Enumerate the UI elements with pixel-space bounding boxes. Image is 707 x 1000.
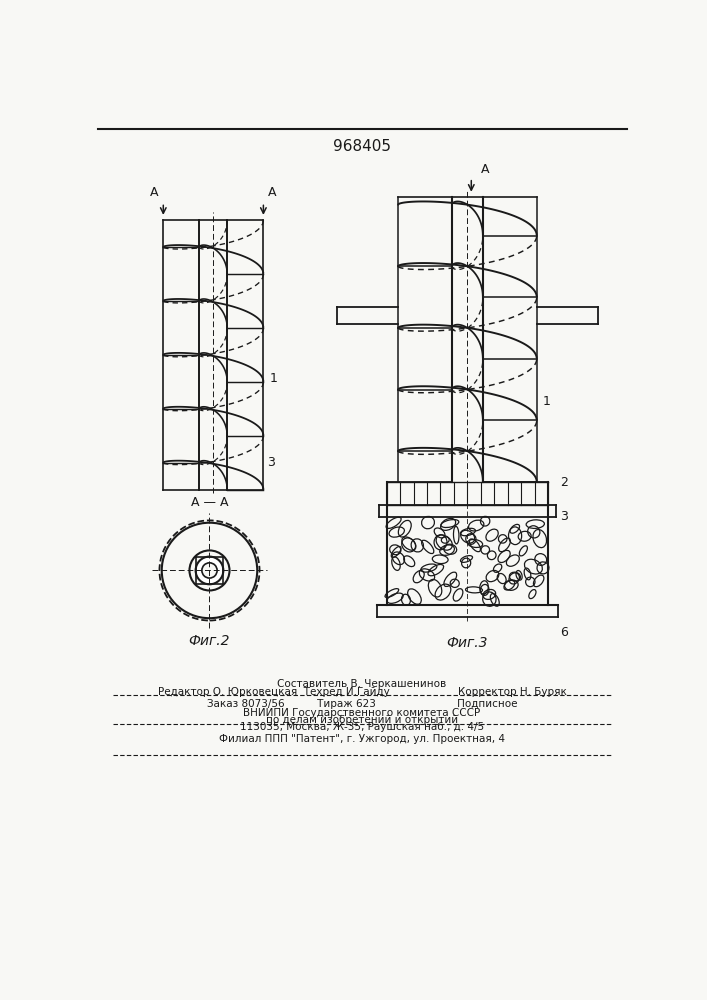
Text: 968405: 968405 bbox=[333, 139, 391, 154]
Text: 2: 2 bbox=[560, 476, 568, 489]
Text: 6: 6 bbox=[560, 626, 568, 639]
Text: Фиг.3: Фиг.3 bbox=[447, 636, 489, 650]
Text: 1: 1 bbox=[269, 372, 277, 385]
Text: А: А bbox=[481, 163, 490, 176]
Circle shape bbox=[196, 557, 223, 584]
Text: А: А bbox=[269, 186, 277, 199]
Text: Заказ 8073/56          Тираж 623                         Подписное: Заказ 8073/56 Тираж 623 Подписное bbox=[206, 699, 518, 709]
Text: Филиал ППП "Патент", г. Ужгород, ул. Проектная, 4: Филиал ППП "Патент", г. Ужгород, ул. Про… bbox=[219, 734, 505, 744]
Text: 3: 3 bbox=[267, 456, 275, 470]
Text: Редактор О. Юрковецкая  Техред И.Гайду                     Корректор Н. Буряк: Редактор О. Юрковецкая Техред И.Гайду Ко… bbox=[158, 687, 566, 697]
Text: 113035, Москва, Ж-35, Раушская наб., д. 4/5: 113035, Москва, Ж-35, Раушская наб., д. … bbox=[240, 722, 484, 732]
Text: А: А bbox=[150, 186, 158, 199]
Text: А — А: А — А bbox=[191, 496, 228, 509]
Text: 3: 3 bbox=[560, 510, 568, 523]
Text: Составитель В. Черкашенинов: Составитель В. Черкашенинов bbox=[277, 679, 447, 689]
Text: ВНИИПИ Государственного комитета СССР: ВНИИПИ Государственного комитета СССР bbox=[243, 708, 481, 718]
Circle shape bbox=[202, 563, 217, 578]
Text: 1: 1 bbox=[543, 395, 551, 408]
Text: по делам изобретений и открытий: по делам изобретений и открытий bbox=[266, 715, 458, 725]
Text: Фиг.2: Фиг.2 bbox=[189, 634, 230, 648]
